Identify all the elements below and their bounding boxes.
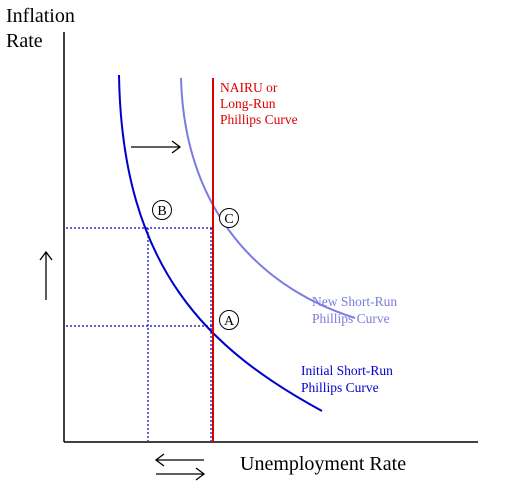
x-axis-label: Unemployment Rate xyxy=(240,453,406,475)
nairu-label-line2: Long-Run xyxy=(220,96,276,111)
unemployment-right-arrow xyxy=(156,467,206,481)
initial-srpc-label-line2: Phillips Curve xyxy=(301,380,379,395)
point-b-label: B xyxy=(157,204,166,219)
initial-srpc-label-line1: Initial Short-Run xyxy=(301,363,393,378)
point-a-label: A xyxy=(224,314,235,329)
curve-shift-right-arrow xyxy=(131,140,182,154)
inflation-up-arrow xyxy=(39,250,53,300)
y-axis-label-line1: Inflation xyxy=(6,5,75,27)
nairu-label-line3: Phillips Curve xyxy=(220,112,298,127)
new-short-run-phillips-curve xyxy=(180,77,356,319)
new-srpc-label-line1: New Short-Run xyxy=(312,294,397,309)
point-c-label: C xyxy=(224,212,233,227)
point-c-marker: C xyxy=(219,208,239,228)
nairu-label-line1: NAIRU or xyxy=(220,80,278,95)
y-axis-label-line2: Rate xyxy=(6,30,43,52)
unemployment-left-arrow xyxy=(154,453,204,467)
new-srpc-label-line2: Phillips Curve xyxy=(312,311,390,326)
initial-short-run-phillips-curve xyxy=(118,74,323,412)
point-a-marker: A xyxy=(219,310,239,330)
point-b-marker: B xyxy=(152,200,172,220)
